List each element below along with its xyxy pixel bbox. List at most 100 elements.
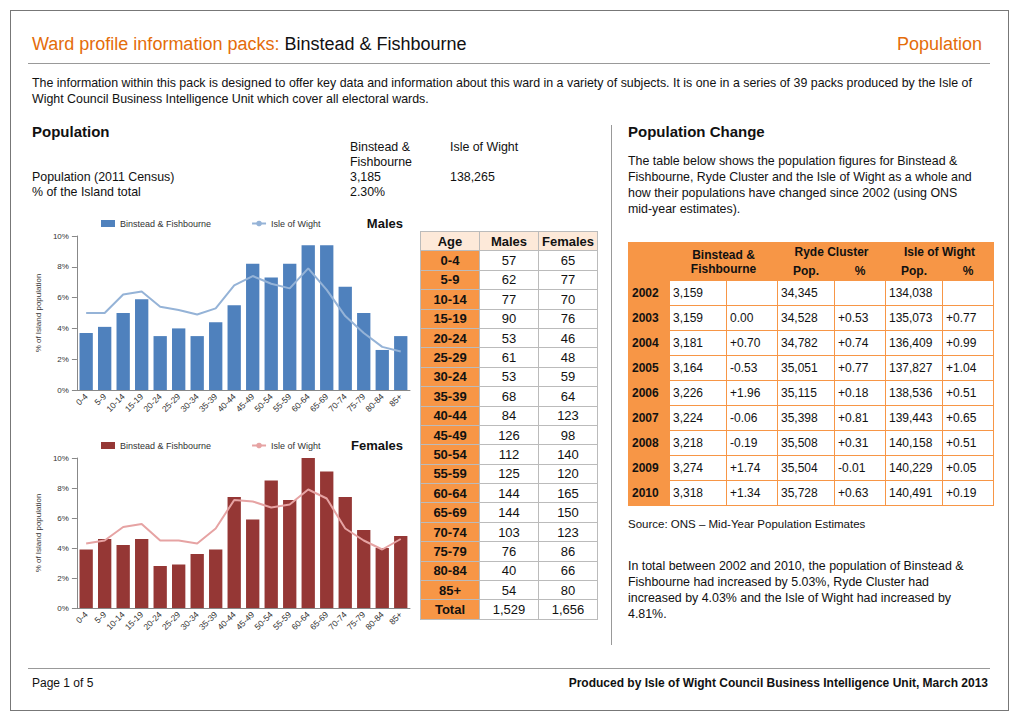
svg-text:10%: 10% [53, 232, 69, 241]
svg-text:0-4: 0-4 [74, 391, 90, 407]
svg-text:5-9: 5-9 [92, 391, 109, 408]
html-text:53: 53 [501, 369, 517, 385]
html-text:53: 53 [501, 330, 517, 346]
svg-text:85+: 85+ [387, 391, 404, 408]
svg-text:60-64: 60-64 [289, 609, 312, 632]
svg-text:80-84: 80-84 [363, 391, 386, 414]
html-text:59: 59 [560, 369, 576, 385]
svg-text:0-4: 0-4 [74, 609, 90, 625]
svg-text:50-54: 50-54 [252, 391, 275, 414]
svg-text:65-69: 65-69 [308, 391, 331, 414]
svg-text:55-59: 55-59 [271, 391, 294, 414]
svg-text:2%: 2% [57, 355, 69, 364]
html-text:70: 70 [560, 291, 576, 307]
html-text:Population: Population [32, 123, 110, 140]
svg-text:35-39: 35-39 [197, 609, 220, 632]
html-text:98: 98 [560, 427, 576, 443]
svg-text:Binstead & Fishbourne: Binstead & Fishbourne [120, 219, 211, 229]
svg-text:30-34: 30-34 [178, 609, 201, 632]
svg-text:Isle of Wight: Isle of Wight [271, 219, 321, 229]
svg-text:25-29: 25-29 [160, 391, 183, 414]
svg-text:4%: 4% [57, 324, 69, 333]
svg-text:35-39: 35-39 [197, 391, 220, 414]
svg-text:20-24: 20-24 [141, 609, 164, 632]
html-text:123: 123 [557, 408, 579, 424]
html-text:5-9: 5-9 [440, 272, 460, 288]
html-text:0-4: 0-4 [440, 253, 460, 269]
svg-text:6%: 6% [57, 293, 69, 302]
html-text:Binstead & Fishbourne: Binstead & Fishbourne [690, 247, 757, 276]
html-text:57: 57 [501, 253, 517, 269]
svg-text:6%: 6% [57, 514, 69, 523]
html-text:35-39: 35-39 [433, 388, 467, 404]
html-text:The table below shows the popu: The table below shows the population fig… [628, 154, 972, 216]
svg-text:% of Island population: % of Island population [34, 494, 43, 573]
svg-text:8%: 8% [57, 262, 69, 271]
svg-text:15-19: 15-19 [123, 609, 146, 632]
html-text:Population Change: Population Change [628, 123, 765, 140]
html-text:45-49: 45-49 [433, 427, 467, 443]
html-text:Ward profile information packs: Ward profile information packs: Binstead… [32, 34, 467, 54]
svg-text:Binstead & Fishbourne: Binstead & Fishbourne [120, 441, 211, 451]
svg-text:60-64: 60-64 [289, 391, 312, 414]
html-text:46: 46 [560, 330, 576, 346]
svg-text:20-24: 20-24 [141, 391, 164, 414]
html-text:77: 77 [560, 272, 576, 288]
html-text:84: 84 [501, 408, 517, 424]
html-text:10-14: 10-14 [433, 291, 467, 307]
svg-text:40-44: 40-44 [215, 391, 238, 414]
svg-text:10-14: 10-14 [104, 391, 127, 414]
html-text:55-59: 55-59 [433, 466, 467, 482]
svg-text:65-69: 65-69 [308, 609, 331, 632]
svg-text:8%: 8% [57, 484, 69, 493]
svg-text:15-19: 15-19 [123, 391, 146, 414]
html-text:60-64: 60-64 [433, 485, 467, 501]
html-text:Females: Females [542, 233, 594, 249]
html-text:Age: Age [437, 233, 463, 249]
svg-text:75-79: 75-79 [345, 609, 368, 632]
html-text:126: 126 [498, 427, 520, 443]
svg-text:0%: 0% [57, 386, 69, 395]
svg-text:70-74: 70-74 [326, 391, 349, 414]
html-text:40-44: 40-44 [433, 408, 467, 424]
html-text:62: 62 [501, 272, 517, 288]
svg-text:50-54: 50-54 [252, 609, 275, 632]
html-text:Binstead & Fishbourne: Binstead & Fishbourne [350, 140, 412, 169]
svg-text:0%: 0% [57, 604, 69, 613]
svg-text:45-49: 45-49 [234, 391, 257, 414]
svg-text:40-44: 40-44 [215, 609, 238, 632]
html-text:In total between 2002 and 2010: In total between 2002 and 2010, the popu… [628, 559, 964, 621]
html-text:30-24: 30-24 [433, 369, 467, 385]
svg-text:% of Island population: % of Island population [34, 274, 43, 353]
svg-text:10-14: 10-14 [104, 609, 127, 632]
html-text:65: 65 [560, 253, 576, 269]
svg-text:55-59: 55-59 [271, 609, 294, 632]
html-text:76: 76 [560, 311, 576, 327]
svg-text:Isle of Wight: Isle of Wight [271, 441, 321, 451]
html-text:Males: Males [490, 233, 528, 249]
svg-text:4%: 4% [57, 544, 69, 553]
svg-text:25-29: 25-29 [160, 609, 183, 632]
svg-text:Females: Females [351, 438, 403, 453]
html-text:Population: Population [896, 34, 982, 54]
svg-text:80-84: 80-84 [363, 609, 386, 632]
svg-text:45-49: 45-49 [234, 609, 257, 632]
svg-text:75-79: 75-79 [345, 391, 368, 414]
html-text:The information within this pa: The information within this pack is desi… [32, 76, 972, 106]
html-text:125: 125 [498, 466, 520, 482]
html-text:68: 68 [501, 388, 517, 404]
html-text:20-24: 20-24 [433, 330, 467, 346]
html-text:64: 64 [560, 388, 576, 404]
html-text:120: 120 [557, 466, 579, 482]
html-text:15-19: 15-19 [433, 311, 467, 327]
svg-text:2%: 2% [57, 574, 69, 583]
html-text:77: 77 [501, 291, 517, 307]
html-text:144: 144 [498, 485, 520, 501]
svg-text:Males: Males [367, 216, 403, 231]
svg-text:5-9: 5-9 [92, 609, 109, 626]
svg-text:30-34: 30-34 [178, 391, 201, 414]
svg-text:70-74: 70-74 [326, 609, 349, 632]
html-text:90: 90 [501, 311, 517, 327]
svg-text:10%: 10% [53, 454, 69, 463]
svg-text:85+: 85+ [387, 609, 404, 626]
